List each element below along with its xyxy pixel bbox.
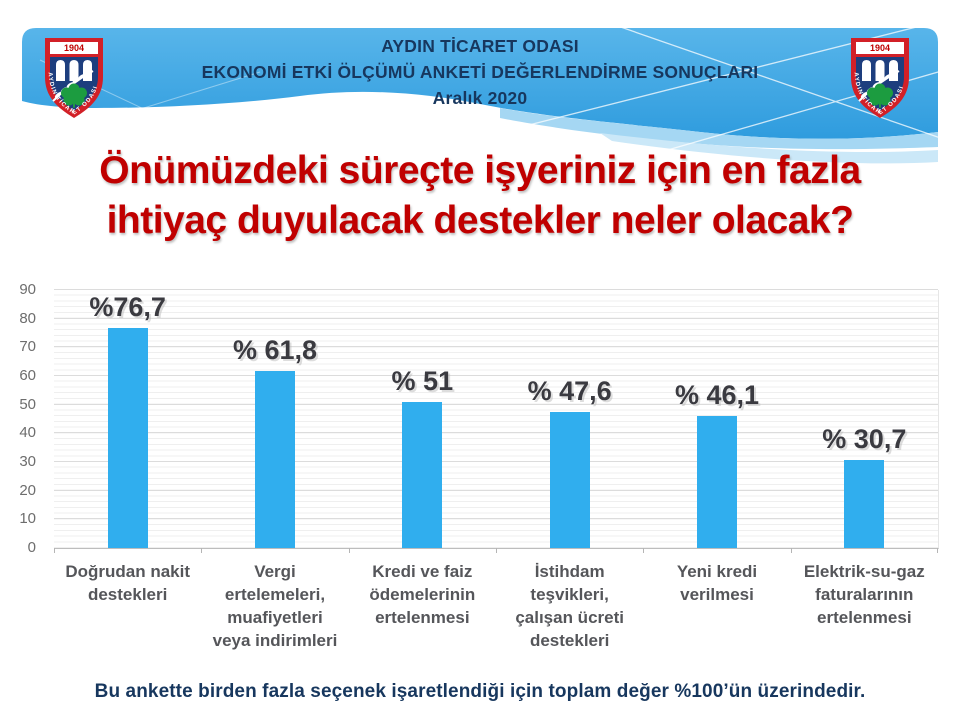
bar-3[interactable]: [402, 401, 443, 548]
x-axis-tick: [643, 548, 645, 553]
x-axis-category-labels: Doğrudan nakit destekleri Vergi ertelemel…: [54, 560, 938, 652]
bar-value-label: % 51: [391, 365, 454, 396]
category-label: Kredi ve faiz ödemelerinin ertelenmesi: [369, 562, 476, 627]
gridline: [54, 317, 938, 319]
bar-6[interactable]: [844, 460, 885, 548]
y-axis-tick-label: 0: [27, 539, 36, 556]
bar-1[interactable]: [107, 328, 148, 548]
category-label: Elektrik-su-gaz faturalarının ertelenmes…: [803, 562, 925, 627]
bar-value-label: % 61,8: [232, 334, 318, 365]
bar-slot: % 46,1: [643, 290, 790, 548]
gridline: [54, 432, 938, 434]
bar-4[interactable]: [549, 411, 590, 548]
x-axis-tick: [201, 548, 203, 553]
bar-value-label: %76,7: [89, 292, 166, 323]
x-axis-tick: [937, 548, 938, 553]
x-axis-ticks: [54, 548, 938, 554]
category-label: Yeni kredi verilmesi: [676, 562, 758, 604]
question-line-2: ihtiyaç duyulacak destekler neler olacak…: [106, 199, 854, 242]
gridline: [54, 375, 938, 376]
category-label: Doğrudan nakit destekleri: [65, 562, 190, 604]
question-line-1: Önümüzdeki süreçte işyeriniz için en faz…: [99, 149, 861, 192]
footnote: Bu ankette birden fazla seçenek işaretle…: [94, 681, 866, 702]
gridline: [54, 289, 938, 290]
y-axis-tick-label: 70: [19, 338, 36, 356]
y-axis-tick-label: 20: [19, 481, 36, 499]
y-axis-tick-label: 90: [19, 281, 36, 298]
y-axis-tick-label: 80: [19, 309, 36, 327]
x-axis-tick: [496, 548, 497, 553]
y-axis-tick-label: 50: [19, 395, 36, 413]
gridline: [54, 489, 938, 491]
y-axis-tick-label: 40: [19, 424, 36, 442]
bar-slot: % 61,8: [201, 290, 348, 548]
bar-slot: % 47,6: [496, 290, 643, 548]
bar-2[interactable]: [254, 370, 295, 548]
y-axis: 0 10 20 30 40 50 60 70 80 90: [0, 282, 44, 556]
y-axis-tick-label: 10: [19, 510, 36, 528]
bar-chart-plot-area: %76,7 % 61,8 % 51 % 47,6 % 46,1 % 30,7: [54, 289, 939, 549]
chamber-logo-right: [847, 37, 913, 119]
x-axis-tick: [348, 548, 350, 553]
chamber-logo-left: [41, 37, 107, 119]
gridline: [54, 518, 938, 520]
x-axis-tick: [790, 548, 792, 553]
y-axis-tick-label: 30: [19, 453, 36, 470]
bar-slot: % 51: [349, 290, 496, 548]
bar-5[interactable]: [696, 415, 737, 548]
bar-value-label: % 47,6: [527, 375, 612, 406]
x-axis-tick: [54, 548, 55, 553]
gridline: [54, 403, 938, 405]
bar-slot: %76,7: [54, 290, 201, 548]
slide-question-title: Önümüzdeki süreçte işyeriniz için en faz…: [0, 146, 960, 246]
bar-value-label: % 30,7: [822, 424, 907, 454]
gridline: [54, 346, 938, 348]
y-axis-tick-label: 60: [19, 367, 36, 384]
category-label: Vergi ertelemeleri, muafiyetleri veya in…: [212, 562, 338, 650]
category-label: İstihdam teşvikleri, çalışan ücreti dest…: [515, 562, 624, 650]
bar-value-label: % 46,1: [674, 379, 760, 410]
gridline: [54, 461, 938, 462]
bar-slot: % 30,7: [791, 290, 938, 548]
